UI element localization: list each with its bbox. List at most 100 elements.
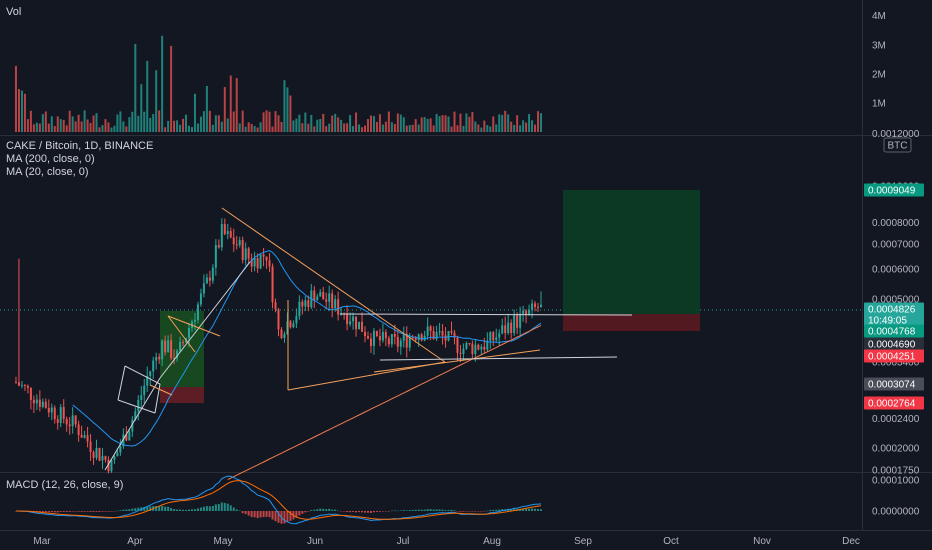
price-tag-countdown: 10:49:05 — [868, 316, 907, 327]
pennant-upper-line[interactable] — [167, 315, 221, 337]
volume-tick-label: 2M — [872, 69, 886, 80]
support-line[interactable] — [379, 356, 618, 361]
macd-histogram-bar — [301, 511, 304, 514]
volume-bar — [167, 120, 170, 132]
volume-bar — [426, 118, 429, 132]
descending-trendline[interactable] — [221, 207, 446, 363]
candle-body — [68, 424, 71, 427]
volume-bar — [429, 118, 432, 132]
volume-bar — [128, 117, 131, 132]
volume-bar — [393, 123, 396, 132]
macd-legend[interactable]: MACD (12, 26, close, 9) — [6, 479, 124, 491]
candle-body — [486, 340, 489, 350]
candle-body — [265, 256, 268, 261]
candle-body — [372, 330, 375, 346]
macd-histogram-bar — [235, 509, 238, 511]
volume-bar — [328, 123, 331, 132]
ma200-legend[interactable]: MA (200, close, 0) — [6, 153, 95, 165]
volume-bar — [149, 117, 152, 132]
candle-body — [131, 419, 134, 432]
candle-body — [211, 267, 214, 281]
candle-body — [319, 292, 322, 297]
volume-bar — [349, 115, 352, 132]
long-position-profit-zone[interactable] — [563, 190, 700, 314]
symbol-title[interactable]: CAKE / Bitcoin, 1D, BINANCE — [6, 140, 154, 152]
candle-body — [381, 332, 384, 341]
macd-histogram-bar — [429, 509, 432, 511]
candle-body — [214, 245, 217, 268]
candle-body — [402, 333, 405, 341]
macd-histogram-bar — [107, 511, 110, 512]
candle-body — [152, 360, 155, 372]
volume-bar — [372, 116, 375, 132]
volume-bar — [268, 111, 271, 132]
rally-line[interactable] — [159, 261, 251, 379]
volume-bar — [211, 124, 214, 132]
flag-left-line[interactable] — [117, 365, 126, 401]
resistance-line[interactable] — [339, 313, 633, 316]
macd-histogram-bar — [441, 509, 444, 511]
candle-body — [140, 395, 143, 400]
earlier-position-loss-zone[interactable] — [160, 387, 204, 403]
flag-pole-line[interactable] — [104, 377, 161, 471]
volume-bar — [438, 116, 441, 132]
candle-body — [331, 293, 334, 309]
volume-bar — [41, 114, 44, 132]
macd-histogram-bar — [77, 511, 80, 512]
volume-bar — [471, 111, 474, 132]
macd-histogram-bar — [155, 506, 158, 511]
macd-histogram-bar — [116, 510, 119, 512]
volume-bar — [23, 93, 26, 132]
candle-body — [525, 310, 528, 315]
candle-body — [271, 266, 274, 303]
drawings[interactable] — [104, 207, 633, 471]
rising-support-line[interactable] — [373, 349, 541, 373]
macd-histogram-bar — [59, 511, 62, 512]
flag-lower-line[interactable] — [117, 399, 156, 414]
currency-badge-box[interactable] — [883, 137, 912, 153]
candle-body — [289, 321, 292, 328]
candle-body — [23, 384, 26, 386]
triangle-base-line[interactable] — [287, 361, 446, 391]
candle-body — [80, 434, 83, 438]
candle-body — [477, 344, 480, 350]
macd-histogram-bar — [188, 509, 190, 511]
volume-bar — [208, 110, 211, 132]
candle-body — [164, 340, 167, 353]
volume-bar — [325, 126, 328, 132]
volume-bar — [226, 118, 229, 132]
candle-body — [334, 299, 337, 309]
macd-histogram-bar — [101, 511, 104, 512]
time-tick-label: Sep — [574, 536, 592, 547]
volume-bar — [62, 119, 65, 132]
macd-histogram-bar — [453, 510, 456, 511]
candle-body — [393, 334, 396, 337]
flag-upper-line[interactable] — [124, 365, 161, 385]
candle-body — [41, 401, 44, 407]
macd-histogram-bar — [465, 511, 468, 512]
macd-histogram-bar — [337, 510, 340, 512]
volume-bar — [196, 123, 199, 132]
candle-body — [304, 300, 307, 307]
long-position-loss-zone[interactable] — [563, 314, 700, 331]
candle-body — [119, 446, 122, 453]
volume-bar — [516, 115, 519, 132]
macd-histogram-bar — [44, 511, 47, 513]
candle-body — [176, 350, 179, 359]
candle-body — [307, 300, 310, 308]
volume-bar — [375, 121, 378, 132]
pennant-lower-line[interactable] — [167, 315, 196, 353]
flag-target-line[interactable] — [149, 384, 173, 396]
volume-bar — [35, 122, 38, 132]
volume-bar — [223, 87, 226, 132]
ma20-legend[interactable]: MA (20, close, 0) — [6, 166, 89, 178]
volume-bar — [247, 122, 250, 132]
volume-bar — [295, 118, 298, 132]
candlesticks — [14, 218, 542, 474]
macd-histogram-bar — [244, 511, 247, 515]
candle-body — [337, 299, 340, 315]
candle-body — [432, 331, 435, 340]
macd-histogram-bar — [176, 509, 179, 511]
